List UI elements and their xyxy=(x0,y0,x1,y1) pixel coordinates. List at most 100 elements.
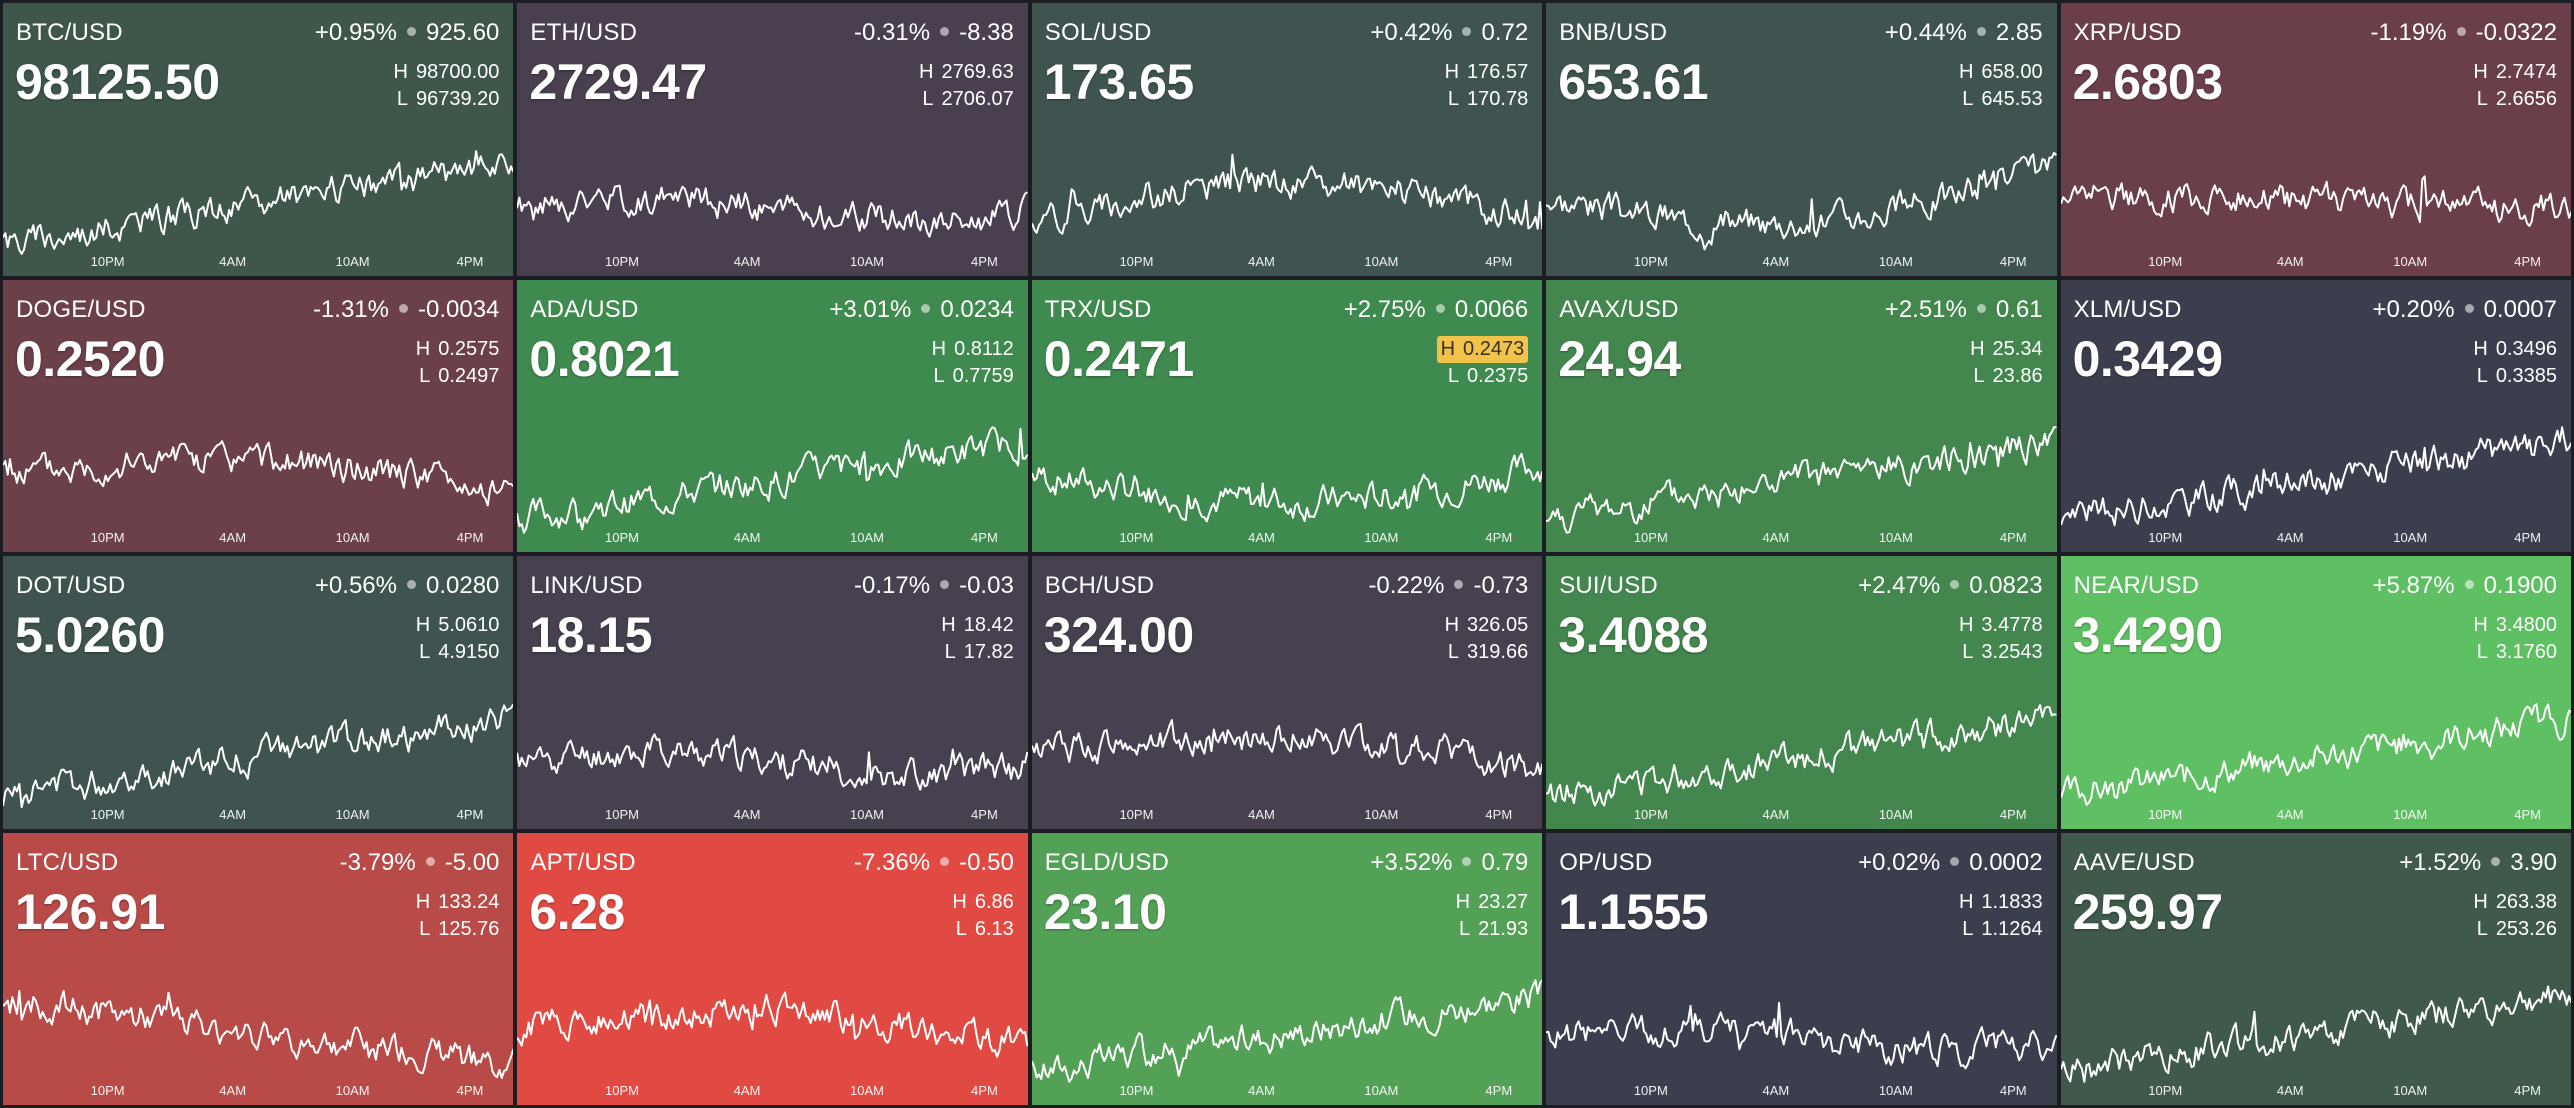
change-readout: +3.01% 0.0234 xyxy=(829,296,1013,324)
ticker-tile-ada-usd[interactable]: ADA/USD +3.01% 0.0234 0.8021 H 0.8112 L 0.7… xyxy=(517,279,1028,552)
high-low: H 133.24 L 125.76 xyxy=(416,889,500,943)
separator-dot-icon xyxy=(406,580,416,589)
ticker-tile-dot-usd[interactable]: DOT/USD +0.56% 0.0280 5.0260 H 5.0610 L 4.9… xyxy=(3,556,514,829)
low-key: L xyxy=(955,917,967,940)
change-readout: +5.87% 0.1900 xyxy=(2373,572,2557,600)
price-line xyxy=(1546,427,2056,533)
change-readout: +2.75% 0.0066 xyxy=(1344,296,1528,324)
separator-dot-icon xyxy=(2491,856,2501,866)
ticker-tile-link-usd[interactable]: LINK/USD -0.17% -0.03 18.15 H 18.42 L 17.82… xyxy=(517,556,1028,829)
ticker-tile-apt-usd[interactable]: APT/USD -7.36% -0.50 6.28 H 6.86 L 6.13 10P… xyxy=(517,832,1028,1105)
ticker-tile-aave-usd[interactable]: AAVE/USD +1.52% 3.90 259.97 H 263.38 L 253.… xyxy=(2060,832,2571,1105)
time-tick-label: 10AM xyxy=(850,806,884,822)
time-tick-label: 4PM xyxy=(1999,1083,2027,1098)
time-tick-label: 4AM xyxy=(1762,253,1790,269)
time-tick-label: 10AM xyxy=(1878,1083,1913,1098)
price-line xyxy=(1546,1003,2056,1068)
low-value: 23.86 xyxy=(1992,364,2043,387)
last-price: 0.3429 xyxy=(2072,330,2223,387)
ticker-tile-egld-usd[interactable]: EGLD/USD +3.52% 0.79 23.10 H 23.27 L 21.93 … xyxy=(1031,832,1543,1105)
change-absolute: 0.61 xyxy=(1995,295,2043,323)
price-line xyxy=(1032,454,1542,522)
ticker-tile-sol-usd[interactable]: SOL/USD +0.42% 0.72 173.65 H 176.57 L 170.7… xyxy=(1031,3,1543,276)
high-value: 658.00 xyxy=(1981,61,2043,83)
time-axis: 10PM 4AM 10AM 4PM xyxy=(2061,807,2571,825)
ticker-tile-xrp-usd[interactable]: XRP/USD -1.19% -0.0322 2.6803 H 2.7474 L 2.… xyxy=(2060,3,2571,276)
ticker-tile-ltc-usd[interactable]: LTC/USD -3.79% -5.00 126.91 H 133.24 L 125.… xyxy=(3,832,514,1105)
time-tick-label: 10AM xyxy=(335,1083,370,1098)
change-percent: +5.87% xyxy=(2372,572,2455,599)
separator-dot-icon xyxy=(2456,27,2466,36)
separator-dot-icon xyxy=(921,303,931,313)
high-value: 98700.00 xyxy=(415,61,500,83)
time-tick-label: 10PM xyxy=(2148,253,2183,269)
separator-dot-icon xyxy=(398,303,408,313)
low-value-row: L 2.6656 xyxy=(2477,88,2557,110)
ticker-tile-op-usd[interactable]: OP/USD +0.02% 0.0002 1.1555 H 1.1833 L 1.12… xyxy=(1546,832,2057,1105)
ticker-tile-eth-usd[interactable]: ETH/USD -0.31% -8.38 2729.47 H 2769.63 L 27… xyxy=(517,3,1028,276)
time-tick-label: 4PM xyxy=(2514,253,2541,269)
high-value: 6.86 xyxy=(974,890,1014,913)
price-line xyxy=(1032,980,1542,1081)
separator-dot-icon xyxy=(1462,27,1472,36)
sparkline-chart xyxy=(3,973,513,1093)
pair-label: LINK/USD xyxy=(530,572,643,599)
time-tick-label: 10AM xyxy=(1364,1083,1399,1098)
ticker-tile-xlm-usd[interactable]: XLM/USD +0.20% 0.0007 0.3429 H 0.3496 L 0.3… xyxy=(2060,279,2571,552)
pair-label: BTC/USD xyxy=(16,19,123,46)
high-value: 176.57 xyxy=(1467,61,1529,83)
change-absolute: 2.85 xyxy=(1995,19,2043,46)
low-value-row: L 3.2543 xyxy=(1962,641,2042,663)
low-value-row: L 125.76 xyxy=(419,918,499,940)
high-low: H 0.2575 L 0.2497 xyxy=(416,336,500,390)
ticker-tile-bch-usd[interactable]: BCH/USD -0.22% -0.73 324.00 H 326.05 L 319.… xyxy=(1031,556,1543,829)
time-tick-label: 10AM xyxy=(335,806,370,822)
low-value-row: L 0.7759 xyxy=(934,365,1014,387)
low-key: L xyxy=(396,88,408,110)
sparkline-chart xyxy=(517,697,1027,817)
time-tick-label: 10PM xyxy=(1119,806,1154,822)
time-tick-label: 4PM xyxy=(971,806,998,822)
high-low: H 3.4778 L 3.2543 xyxy=(1959,612,2043,666)
change-readout: -1.19% -0.0322 xyxy=(2371,19,2557,47)
time-tick-label: 10PM xyxy=(1633,806,1668,822)
ticker-tile-near-usd[interactable]: NEAR/USD +5.87% 0.1900 3.4290 H 3.4800 L 3.… xyxy=(2060,556,2571,829)
separator-dot-icon xyxy=(940,856,950,866)
ticker-tile-trx-usd[interactable]: TRX/USD +2.75% 0.0066 0.2471 H 0.2473 L 0.2… xyxy=(1031,279,1543,552)
high-value: 3.4800 xyxy=(2495,614,2557,636)
ticker-tile-sui-usd[interactable]: SUI/USD +2.47% 0.0823 3.4088 H 3.4778 L 3.2… xyxy=(1546,556,2057,829)
sparkline-chart xyxy=(3,420,513,540)
low-value: 0.3385 xyxy=(2495,364,2557,387)
change-percent: -0.22% xyxy=(1368,572,1445,599)
high-low: H 176.57 L 170.78 xyxy=(1445,59,1529,113)
last-price: 0.2520 xyxy=(15,330,165,387)
last-price: 0.2471 xyxy=(1043,330,1194,387)
separator-dot-icon xyxy=(1976,303,1986,313)
ticker-tile-avax-usd[interactable]: AVAX/USD +2.51% 0.61 24.94 H 25.34 L 23.86 … xyxy=(1546,279,2057,552)
price-line xyxy=(517,427,1027,533)
separator-dot-icon xyxy=(1950,856,1960,866)
time-axis: 10PM 4AM 10AM 4PM xyxy=(517,1083,1027,1101)
high-key: H xyxy=(2473,61,2488,83)
time-tick-label: 4AM xyxy=(219,1083,247,1098)
time-tick-label: 4AM xyxy=(2276,530,2304,545)
change-percent: -0.17% xyxy=(854,572,931,599)
time-axis: 10PM 4AM 10AM 4PM xyxy=(2061,1083,2571,1101)
high-value-row: H 263.38 xyxy=(2473,891,2557,913)
change-absolute: -0.0034 xyxy=(417,295,500,323)
time-tick-label: 4AM xyxy=(1762,1083,1790,1098)
ticker-tile-bnb-usd[interactable]: BNB/USD +0.44% 2.85 653.61 H 658.00 L 645.5… xyxy=(1546,3,2057,276)
time-tick-label: 10PM xyxy=(90,806,125,822)
high-value-row: H 0.2575 xyxy=(416,338,500,360)
change-absolute: 0.0007 xyxy=(2483,295,2557,323)
high-value-row: H 25.34 xyxy=(1970,338,2043,360)
high-value: 2769.63 xyxy=(941,61,1014,83)
price-line xyxy=(3,151,513,254)
high-key: H xyxy=(1958,614,1974,636)
time-tick-label: 4AM xyxy=(733,253,761,269)
change-percent: -0.31% xyxy=(854,19,931,46)
change-readout: +2.47% 0.0823 xyxy=(1858,572,2042,600)
sparkline-chart xyxy=(1032,144,1542,264)
ticker-tile-btc-usd[interactable]: BTC/USD +0.95% 925.60 98125.50 H 98700.00 … xyxy=(3,3,514,276)
